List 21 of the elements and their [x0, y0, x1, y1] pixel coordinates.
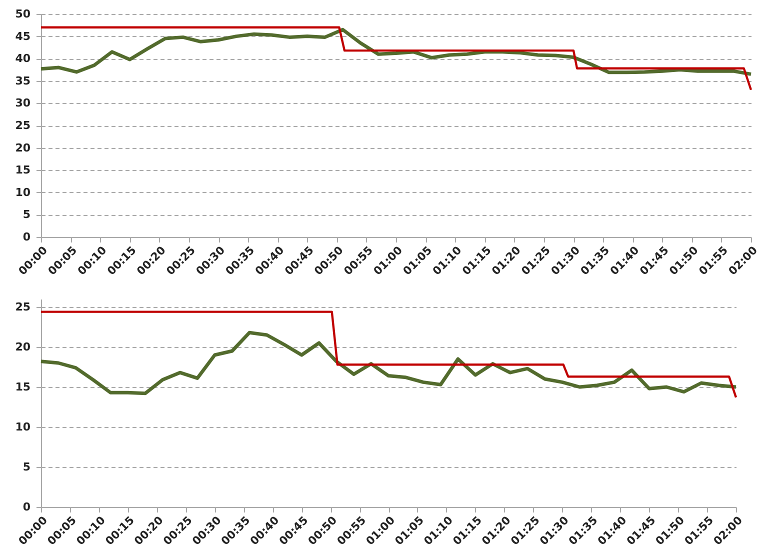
y-tick-label: 5 [22, 460, 30, 474]
y-tick-label: 25 [15, 119, 30, 132]
line-series [39, 330, 738, 396]
line-series [39, 28, 753, 76]
y-tick-label: 40 [15, 52, 31, 66]
y-tick-label: 30 [15, 96, 31, 110]
y-tick-label: 0 [22, 500, 31, 514]
y-tick-label: 25 [15, 300, 30, 314]
y-tick-label: 50 [15, 8, 31, 20]
line-series [40, 310, 738, 398]
y-tick-label: 20 [15, 340, 31, 354]
y-tick-label: 5 [22, 208, 30, 222]
y-tick-label: 15 [15, 380, 30, 394]
line-series [40, 26, 752, 91]
y-tick-label: 10 [15, 186, 31, 199]
y-tick-label: 20 [15, 141, 31, 154]
y-tick-label: 35 [15, 74, 30, 88]
y-tick-label: 15 [15, 164, 30, 177]
y-tick-label: 45 [15, 30, 30, 43]
y-tick-label: 0 [22, 230, 31, 244]
y-tick-label: 10 [15, 420, 31, 434]
